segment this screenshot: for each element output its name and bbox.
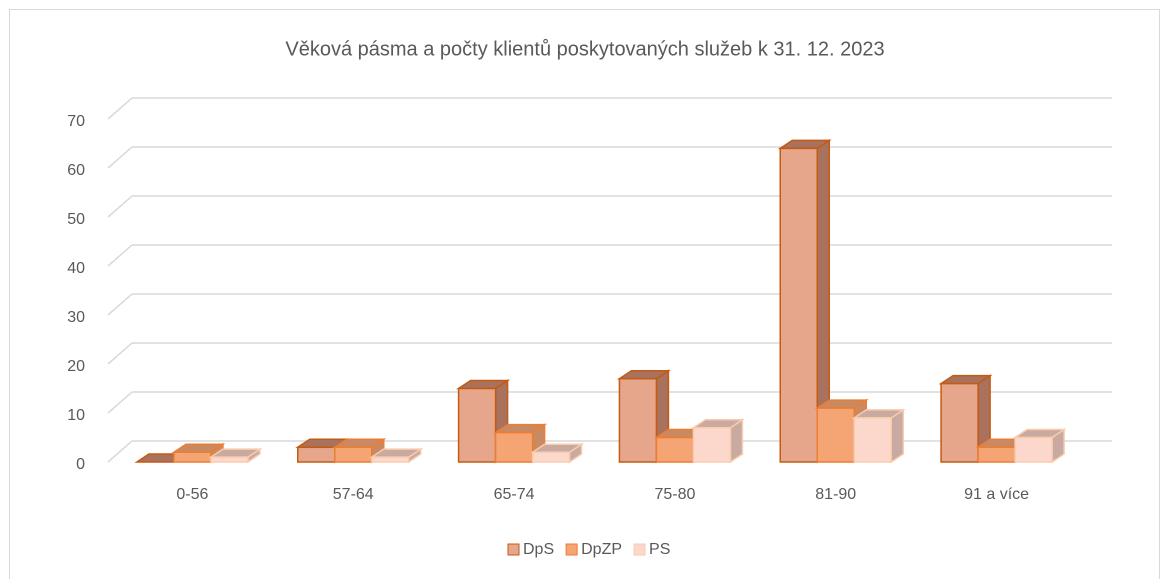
bar-front	[531, 451, 571, 463]
chart-frame	[9, 9, 1160, 584]
grid-line-side	[107, 244, 133, 267]
x-tick-label: 57-64	[333, 486, 374, 503]
y-tick-label: 40	[67, 260, 85, 277]
bar-front	[210, 456, 249, 463]
bar	[777, 138, 832, 464]
y-tick-label: 60	[67, 162, 85, 179]
x-tick-label: 91 a více	[964, 486, 1029, 503]
grid-line-side	[107, 97, 133, 120]
grid-line-side	[107, 342, 133, 365]
bar	[690, 418, 745, 464]
bar-front	[494, 431, 534, 463]
y-tick-label: 10	[67, 407, 85, 424]
y-tick-label: 70	[67, 113, 85, 130]
grid-line-side	[107, 146, 133, 169]
bar-front	[1014, 436, 1053, 463]
legend-swatch	[507, 543, 520, 556]
legend-label: DpS	[523, 541, 554, 558]
y-tick-label: 30	[67, 309, 85, 326]
bar-front	[692, 426, 732, 463]
bar	[530, 442, 585, 464]
grid-line-side	[107, 391, 133, 414]
legend-swatch	[633, 543, 646, 556]
bar-front	[618, 377, 658, 463]
x-tick-label: 75-80	[654, 486, 695, 503]
bar-front	[334, 446, 373, 463]
grid-line-side	[107, 440, 133, 463]
x-tick-label: 81-90	[815, 486, 856, 503]
bar-front	[655, 436, 695, 463]
bar	[851, 408, 906, 464]
legend-swatch	[565, 543, 578, 556]
bar-front	[297, 446, 336, 463]
legend-label: DpZP	[581, 541, 622, 558]
grid-line-side	[107, 293, 133, 316]
y-tick-label: 0	[76, 456, 85, 473]
chart-title: Věková pásma a počty klientů poskytovaný…	[285, 38, 884, 60]
bar-front	[940, 382, 979, 463]
y-tick-label: 50	[67, 211, 85, 228]
bar-front	[853, 417, 892, 463]
x-tick-label: 65-74	[494, 486, 535, 503]
bar-front	[371, 456, 410, 463]
bar-front	[173, 451, 212, 463]
bar-front	[457, 387, 497, 463]
bar-front	[816, 407, 855, 463]
x-tick-label: 0-56	[176, 486, 208, 503]
bar-front	[977, 446, 1016, 463]
grid-line-side	[107, 195, 133, 218]
bar	[938, 374, 993, 464]
bar	[208, 447, 263, 464]
y-tick-label: 20	[67, 358, 85, 375]
bar-front	[779, 147, 818, 463]
bar	[1012, 428, 1067, 464]
legend-label: PS	[649, 541, 670, 558]
bar	[369, 447, 424, 464]
bar-side	[890, 408, 904, 464]
